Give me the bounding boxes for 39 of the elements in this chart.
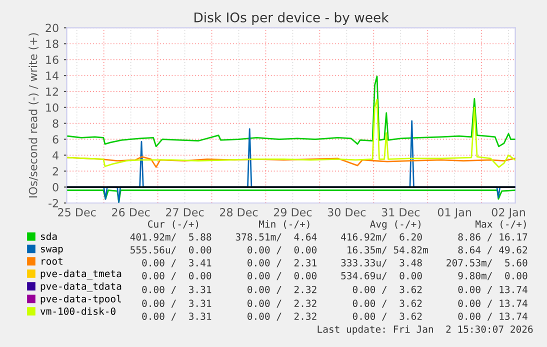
y-axis-title: IOs/second read (-) / write (+) bbox=[28, 33, 39, 198]
x-tick-label: 27 Dec bbox=[166, 208, 204, 216]
x-tick-label: 02 Jan bbox=[492, 208, 525, 219]
y-tick-label: 16 bbox=[46, 56, 58, 64]
legend-label: sda bbox=[41, 232, 57, 240]
y-tick-label: 10 bbox=[46, 103, 58, 112]
text: 0.00 / 3.31 0.00 / 2.32 0.00 / 3.62 0.00 / 13.74 bbox=[142, 312, 528, 321]
legend-label: swap bbox=[41, 246, 63, 254]
text: 401.92m/ 5.88 378.51m/ 4.64 416.92m/ 6.20 8.86 / 16.17 bbox=[130, 233, 528, 242]
text: 0.00 / 3.41 0.00 / 2.31 333.33u/ 3.48 207.53m/ 5.60 bbox=[142, 259, 528, 268]
y-tick-label: 12 bbox=[46, 87, 58, 96]
x-tick-label: 28 Dec bbox=[220, 208, 258, 216]
text: 555.56u/ 0.00 0.00 / 0.00 16.35m/ 54.82m 8.64 / 49.62 bbox=[130, 246, 528, 254]
y-tick-label: 20 bbox=[46, 24, 58, 32]
text: 0.00 / 3.31 0.00 / 2.32 0.00 / 3.62 0.00 / 13.74 bbox=[142, 300, 528, 308]
x-tick-label: 31 Dec bbox=[382, 208, 420, 216]
x-tick-label: 30 Dec bbox=[328, 208, 366, 216]
y-tick-label: 0 bbox=[52, 183, 58, 192]
y-tick-label: 18 bbox=[46, 40, 58, 48]
text: Cur (-/+) Min (-/+) Avg (-/+) Max (-/+) bbox=[148, 220, 526, 230]
legend-label: pve-data_tmeta bbox=[40, 270, 122, 280]
legend-label: root bbox=[42, 258, 62, 265]
legend-label: pve-data-tpool bbox=[40, 294, 121, 304]
y-tick-label: 6 bbox=[52, 135, 58, 144]
legend-label: pve-data_tdata bbox=[40, 282, 122, 292]
legend-label: vm-100-disk-0 bbox=[40, 307, 116, 315]
text: 0.00 / 0.00 0.00 / 0.00 534.69u/ 0.00 9.80m/ 0.00 bbox=[142, 272, 528, 280]
x-tick-label: 25 Dec bbox=[58, 208, 96, 216]
y-tick-label: 14 bbox=[46, 72, 58, 80]
x-tick-label: 01 Jan bbox=[438, 208, 472, 219]
text: 0.00 / 3.31 0.00 / 2.32 0.00 / 3.62 0.00 / 13.74 bbox=[142, 286, 528, 294]
y-tick-label: 4 bbox=[52, 151, 58, 160]
x-tick-label: 26 Dec bbox=[112, 208, 150, 216]
y-tick-label: 8 bbox=[52, 119, 58, 128]
y-tick-label: 2 bbox=[52, 167, 58, 176]
text: Last update: Fri Jan 2 15:30:07 2026 bbox=[318, 325, 533, 335]
y-tick-label: -2 bbox=[48, 198, 58, 208]
x-tick-label: 29 Dec bbox=[274, 208, 312, 216]
chart-title: Disk IOs per device - by week bbox=[194, 12, 389, 25]
